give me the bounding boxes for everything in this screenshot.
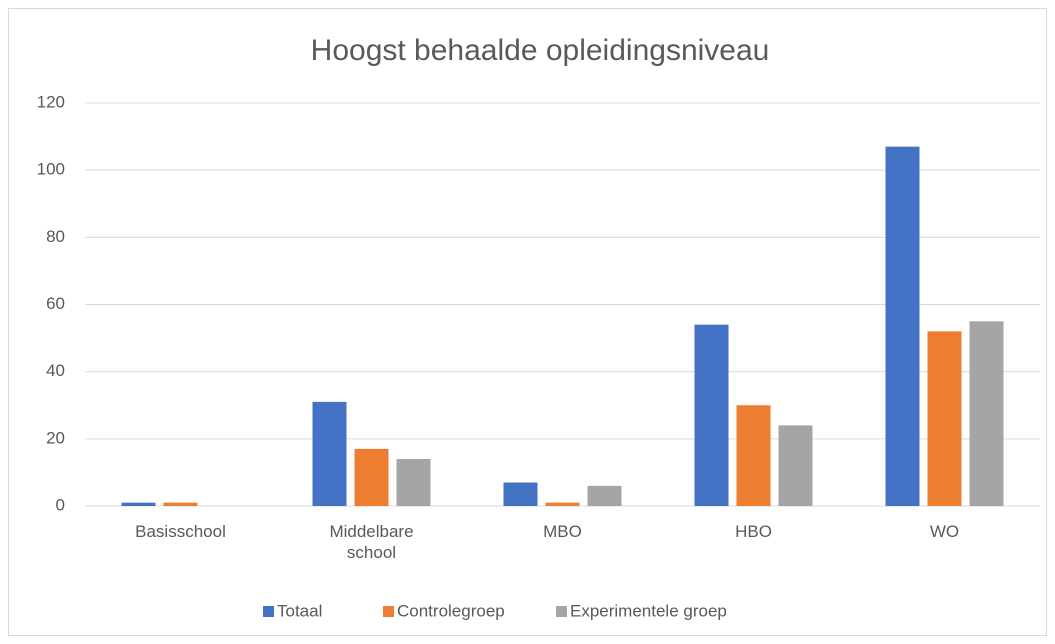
bar xyxy=(545,502,580,506)
y-tick-label: 0 xyxy=(56,495,65,514)
bar xyxy=(503,482,538,506)
legend-label: Controlegroep xyxy=(397,601,505,620)
bar xyxy=(927,331,962,506)
x-tick-label: WO xyxy=(929,522,960,541)
legend-label: Experimentele groep xyxy=(570,601,727,620)
bar xyxy=(736,405,771,506)
bar xyxy=(778,425,813,506)
y-tick-label: 80 xyxy=(46,227,65,246)
x-tick-label: HBO xyxy=(735,522,772,541)
bar xyxy=(312,401,347,506)
bar xyxy=(121,502,156,506)
bar xyxy=(354,448,389,506)
bar xyxy=(969,321,1004,506)
bar xyxy=(885,146,920,507)
y-tick-label: 60 xyxy=(46,294,65,313)
y-tick-label: 100 xyxy=(37,160,65,179)
x-tick-label: MBO xyxy=(543,522,582,541)
x-tick-label: Middelbare school xyxy=(329,522,414,562)
legend-swatch xyxy=(263,606,274,617)
y-tick-label: 20 xyxy=(46,428,65,447)
chart-frame xyxy=(8,8,1047,636)
bar xyxy=(163,502,198,506)
bar xyxy=(694,324,729,506)
legend-swatch xyxy=(556,606,567,617)
x-tick-label: Basisschool xyxy=(135,522,226,541)
chart-title: Hoogst behaalde opleidingsniveau xyxy=(311,34,770,67)
legend-swatch xyxy=(383,606,394,617)
legend-label: Totaal xyxy=(277,601,322,620)
y-tick-label: 120 xyxy=(37,92,65,111)
y-tick-label: 40 xyxy=(46,361,65,380)
bar xyxy=(587,485,622,506)
bar xyxy=(396,458,431,506)
